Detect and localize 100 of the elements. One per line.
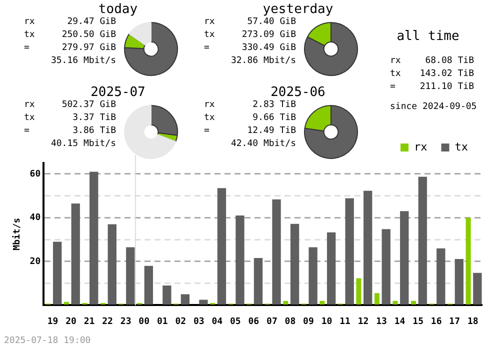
x-tick-label: 19 — [47, 316, 58, 327]
text: 330.49 GiB — [240, 42, 296, 55]
text: 3.86 TiB — [72, 125, 116, 138]
bar — [53, 242, 62, 304]
x-tick-label: 20 — [66, 316, 76, 327]
legend-label: tx — [454, 140, 468, 154]
text: 68.08 TiB — [424, 55, 474, 68]
bar — [320, 300, 325, 304]
text: = — [24, 42, 30, 55]
x-tick-label: 21 — [84, 316, 95, 327]
bar — [254, 258, 263, 304]
text: 35.16 Mbit/s — [50, 55, 116, 68]
text: = — [204, 125, 210, 138]
chart-title: today — [98, 2, 138, 17]
bar — [466, 218, 471, 304]
chart-title: yesterday — [262, 2, 334, 17]
x-tick-label: 06 — [248, 316, 260, 327]
bar — [283, 300, 288, 304]
text: 32.86 Mbit/s — [230, 55, 296, 68]
text: 9.66 TiB — [252, 112, 296, 125]
text: = — [24, 125, 30, 138]
bar — [71, 203, 80, 304]
bar — [126, 247, 135, 304]
x-tick-label: 09 — [303, 316, 314, 327]
x-tick-label: 03 — [193, 316, 204, 327]
bar — [162, 286, 172, 304]
text: 57.40 GiB — [246, 16, 296, 29]
bar — [382, 229, 390, 304]
text: 42.40 Mbit/s — [230, 138, 296, 151]
text: = — [204, 42, 210, 55]
bar — [199, 300, 208, 304]
bar — [236, 216, 244, 304]
text: rx — [24, 99, 35, 112]
chart-title: 2025-07 — [90, 85, 146, 100]
bar — [272, 199, 281, 304]
x-tick-label: 02 — [175, 316, 186, 327]
text: rx — [24, 16, 35, 29]
bar — [308, 247, 318, 304]
x-tick-label: 05 — [230, 316, 241, 327]
x-tick-label: 10 — [321, 316, 332, 327]
text: 29.47 GiB — [66, 16, 116, 29]
text: = — [390, 81, 396, 94]
text: 250.50 GiB — [60, 29, 116, 42]
bar — [64, 302, 69, 304]
text: rx — [390, 55, 401, 68]
x-tick-label: 23 — [120, 316, 132, 327]
x-tick-label: 04 — [212, 316, 224, 327]
text: 3.37 TiB — [72, 112, 116, 125]
y-tick-label: 20 — [30, 256, 41, 267]
legend-label: rx — [414, 140, 428, 154]
bar — [436, 248, 446, 304]
bar — [290, 224, 300, 304]
text: rx — [204, 16, 215, 29]
bar — [326, 232, 336, 304]
y-tick-label: 40 — [30, 213, 41, 224]
text: tx — [204, 112, 215, 125]
x-tick-label: 07 — [266, 316, 278, 327]
bar — [108, 224, 116, 304]
bar — [217, 188, 226, 304]
bar — [473, 272, 482, 304]
bar — [180, 294, 190, 304]
bar — [345, 198, 354, 304]
y-tick-label: 60 — [30, 169, 41, 180]
x-tick-label: 17 — [449, 316, 460, 327]
x-tick-label: 13 — [376, 316, 387, 327]
x-tick-label: 01 — [156, 316, 168, 327]
x-tick-label: 11 — [340, 316, 350, 327]
bar — [144, 266, 153, 304]
text: tx — [390, 68, 401, 81]
text: 12.49 TiB — [246, 125, 296, 138]
text: 273.09 GiB — [240, 29, 296, 42]
text: since 2024-09-05 — [390, 101, 477, 114]
text: tx — [204, 29, 215, 42]
x-tick-label: 14 — [394, 316, 406, 327]
bar — [410, 300, 416, 304]
text: 211.10 TiB — [418, 81, 474, 94]
x-tick-label: 12 — [358, 316, 369, 327]
bar — [392, 300, 398, 304]
text: 2.83 TiB — [252, 99, 296, 112]
x-tick-label: 18 — [467, 316, 478, 327]
y-axis-title: Mbit/s — [12, 218, 23, 250]
text: 502.37 GiB — [60, 99, 116, 112]
text: 2025-07-18 19:00 — [4, 336, 91, 346]
x-tick-label: 00 — [138, 316, 150, 327]
text: 40.15 Mbit/s — [50, 138, 116, 151]
bar — [374, 293, 380, 304]
bar — [364, 190, 372, 304]
text: tx — [24, 29, 35, 42]
x-tick-label: 08 — [284, 316, 296, 327]
chart-title: 2025-06 — [270, 85, 326, 100]
bar — [454, 259, 464, 304]
bar — [356, 278, 362, 304]
text: all time — [396, 29, 460, 44]
bar — [418, 176, 427, 304]
x-tick-label: 22 — [102, 316, 113, 327]
bar — [90, 172, 98, 304]
text: tx — [24, 112, 35, 125]
x-tick-label: 16 — [430, 316, 442, 327]
text: 143.02 TiB — [418, 68, 474, 81]
text: rx — [204, 99, 215, 112]
